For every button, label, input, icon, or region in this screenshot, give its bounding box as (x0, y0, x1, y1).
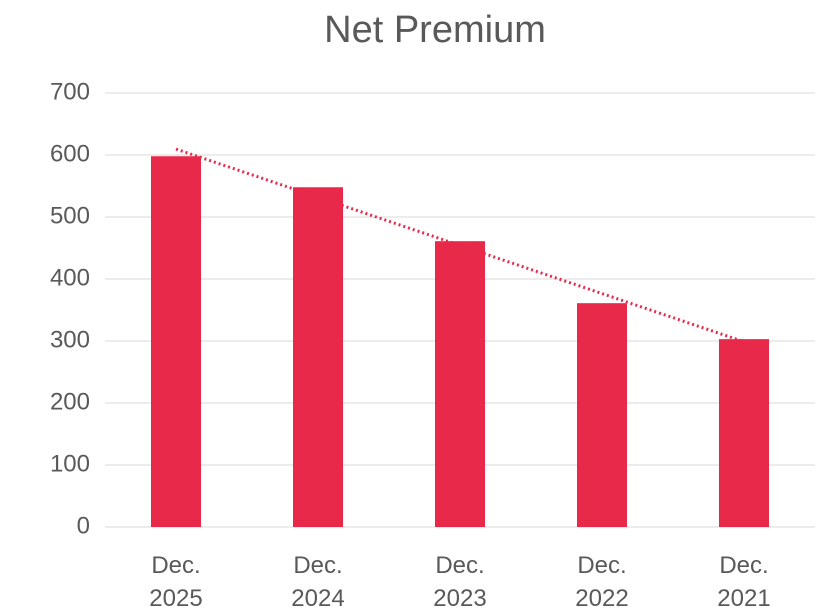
y-tick-label: 400 (50, 264, 90, 291)
y-tick-label: 700 (50, 78, 90, 105)
x-tick-label: Dec. 2024 (291, 552, 344, 612)
y-tick-label: 100 (50, 450, 90, 477)
y-tick-label: 300 (50, 326, 90, 353)
x-tick-label: Dec. 2022 (575, 552, 628, 612)
y-tick-label: 500 (50, 202, 90, 229)
bar (435, 241, 485, 527)
x-tick-label: Dec. 2025 (149, 552, 202, 612)
chart-title: Net Premium (324, 9, 546, 51)
bar (293, 187, 343, 528)
x-tick-label: Dec. 2021 (717, 552, 770, 612)
bar (577, 303, 627, 527)
y-tick-label: 200 (50, 388, 90, 415)
y-tick-label: 600 (50, 140, 90, 167)
y-tick-label: 0 (77, 512, 90, 539)
bar (151, 156, 201, 528)
x-tick-label: Dec. 2023 (433, 552, 486, 612)
bar (719, 339, 769, 527)
